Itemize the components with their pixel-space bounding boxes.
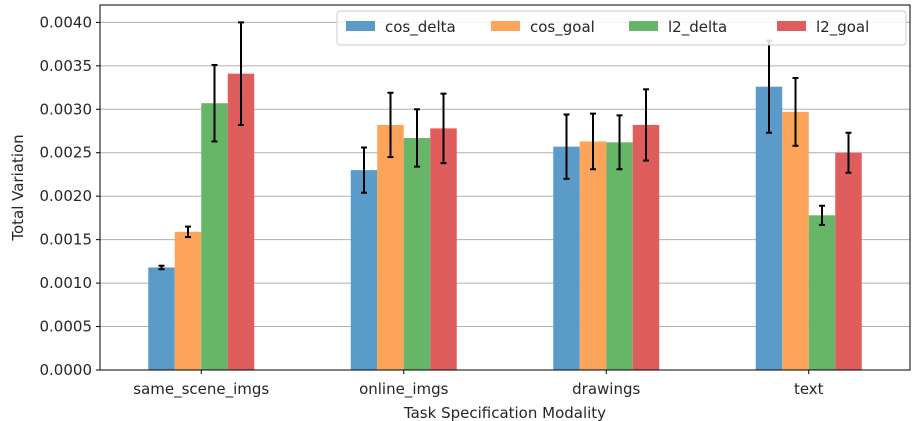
y-tick-label: 0.0035 bbox=[40, 57, 93, 75]
bar-l2_delta bbox=[201, 103, 228, 370]
bar-l2_delta bbox=[403, 137, 431, 370]
legend: cos_delta cos_goal l2_delta l2_goal bbox=[336, 10, 907, 46]
x-axis-label: Task Specification Modality bbox=[403, 404, 606, 421]
legend-swatch-cos_goal bbox=[491, 21, 520, 31]
bars bbox=[148, 73, 862, 371]
legend-label: l2_delta bbox=[668, 18, 727, 37]
bar-cos_goal bbox=[174, 231, 202, 370]
y-tick-label: 0.0000 bbox=[40, 361, 93, 379]
y-axis-label: Total Variation bbox=[9, 134, 27, 241]
legend-swatch-l2_delta bbox=[629, 21, 658, 31]
x-tick-label: text bbox=[794, 380, 824, 398]
legend-swatch-cos_delta bbox=[346, 21, 375, 31]
legend-label: l2_goal bbox=[816, 18, 869, 37]
plot-frame bbox=[99, 4, 911, 371]
bar-cos_goal bbox=[782, 111, 809, 371]
bar-l2_goal bbox=[835, 152, 862, 370]
bar-l2_goal bbox=[632, 124, 660, 370]
bar-l2_goal bbox=[430, 128, 457, 370]
x-tick-label: drawings bbox=[572, 380, 640, 398]
bar-cos_delta bbox=[148, 267, 175, 370]
bar-cos_delta bbox=[553, 146, 580, 370]
error-bars bbox=[158, 21, 852, 271]
y-tick-label: 0.0005 bbox=[40, 318, 93, 336]
bar-cos_goal bbox=[579, 141, 607, 370]
x-tick-label: same_scene_imgs bbox=[133, 380, 269, 399]
y-tick-label: 0.0025 bbox=[40, 144, 93, 162]
x-axis-ticks: same_scene_imgs online_imgs drawings text bbox=[133, 370, 824, 399]
y-axis-ticks: 0.0000 0.0005 0.0010 0.0015 0.0020 0.0025 0.00… bbox=[40, 13, 100, 379]
y-tick-label: 0.0010 bbox=[40, 274, 93, 292]
y-tick-label: 0.0015 bbox=[40, 231, 93, 249]
y-tick-label: 0.0020 bbox=[40, 187, 93, 205]
bar-cos_goal bbox=[377, 124, 404, 370]
legend-box bbox=[336, 10, 907, 46]
bar-l2_delta bbox=[808, 215, 836, 370]
bar-cos_delta bbox=[350, 170, 378, 370]
y-tick-label: 0.0030 bbox=[40, 100, 93, 118]
bar-l2_delta bbox=[606, 142, 633, 370]
bar-cos_delta bbox=[755, 86, 783, 370]
legend-label: cos_delta bbox=[385, 18, 456, 37]
y-tick-label: 0.0040 bbox=[40, 13, 93, 31]
x-tick-label: online_imgs bbox=[359, 380, 449, 399]
legend-swatch-l2_goal bbox=[777, 21, 806, 31]
legend-label: cos_goal bbox=[530, 18, 595, 37]
